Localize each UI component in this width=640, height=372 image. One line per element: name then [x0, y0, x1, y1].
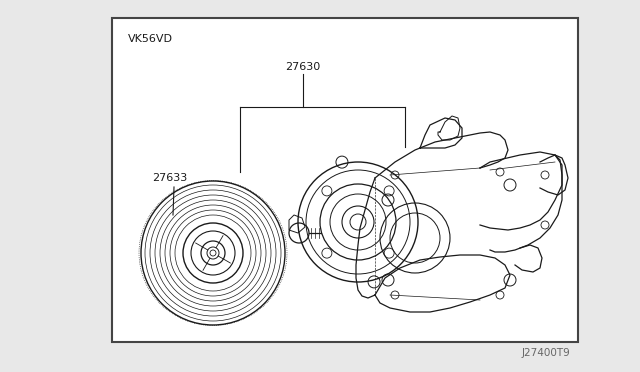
Bar — [112, 18, 578, 342]
Text: 27630: 27630 — [285, 62, 320, 72]
Text: 27633: 27633 — [152, 173, 188, 183]
Text: VK56VD: VK56VD — [128, 34, 173, 44]
Text: J27400T9: J27400T9 — [521, 348, 570, 358]
